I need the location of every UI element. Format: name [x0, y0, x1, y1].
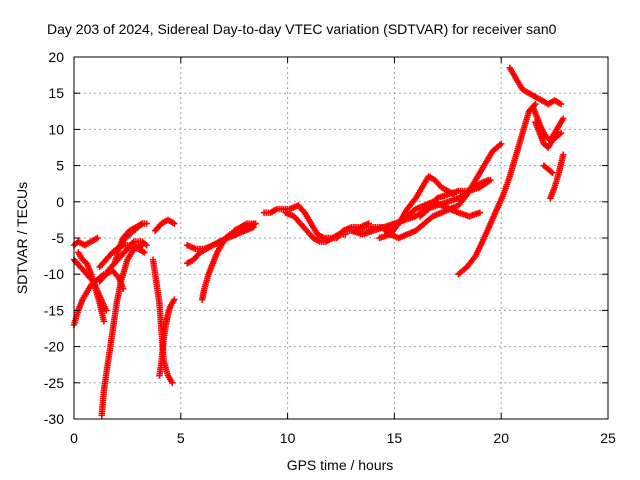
x-tick-label: 5: [177, 430, 185, 446]
series-arc-28: [540, 162, 556, 177]
series-arc-13: [151, 216, 178, 234]
data-point: [498, 140, 505, 148]
series-arc-27: [532, 118, 565, 151]
data-point: [549, 169, 556, 177]
series-arc-4: [75, 249, 108, 325]
data-point: [222, 234, 229, 242]
data-point: [169, 379, 176, 386]
series-arc-7: [98, 242, 146, 419]
series-arc-17: [231, 220, 257, 234]
y-tick-label: -25: [44, 375, 64, 391]
data-point: [141, 249, 148, 256]
x-axis-label: GPS time / hours: [286, 457, 394, 473]
y-tick-label: 15: [48, 85, 64, 101]
data-point: [559, 151, 567, 158]
y-tick-label: 10: [48, 121, 64, 137]
series-arc-3: [70, 271, 108, 329]
data-points: [70, 64, 567, 419]
series-arc-24: [455, 100, 539, 278]
data-point: [143, 220, 150, 227]
chart-title: Day 203 of 2024, Sidereal Day-to-day VTE…: [47, 21, 557, 37]
series-arc-16: [198, 234, 229, 303]
axis-ticks: 0 5 10 15 20 25 -30 -25 -20 -15 -10 -5 0 5 10 15 20: [44, 49, 616, 446]
data-point: [171, 220, 178, 227]
data-point: [476, 209, 484, 216]
series-arc-12: [156, 296, 178, 379]
series-arc-19: [282, 209, 349, 245]
y-tick-label: 0: [56, 194, 64, 210]
series-arc-25: [506, 64, 565, 108]
data-point: [557, 100, 565, 108]
grid-lines: [74, 57, 608, 419]
series-arc-11: [149, 256, 176, 386]
data-point: [485, 176, 492, 184]
data-point: [557, 129, 565, 137]
data-point: [559, 115, 567, 122]
data-point: [250, 220, 257, 227]
series-arc-18: [260, 202, 372, 242]
y-tick-label: -10: [44, 266, 64, 282]
series-arc-10: [117, 220, 150, 249]
x-tick-label: 0: [70, 430, 78, 446]
series-arc-1: [70, 234, 101, 249]
y-tick-label: -30: [44, 411, 64, 427]
data-point: [143, 242, 150, 249]
y-tick-label: 20: [48, 49, 64, 65]
data-point: [342, 231, 349, 238]
series-arc-30: [416, 176, 492, 220]
data-point: [171, 296, 178, 303]
x-tick-label: 25: [600, 430, 616, 446]
series-arc-29: [547, 151, 567, 202]
x-tick-label: 15: [387, 430, 403, 446]
data-point: [102, 307, 110, 314]
data-point: [532, 100, 539, 108]
series-arc-22: [376, 173, 458, 242]
y-tick-label: -5: [52, 230, 65, 246]
data-point: [94, 234, 101, 242]
x-tick-label: 20: [493, 430, 509, 446]
y-tick-label: 5: [56, 158, 64, 174]
data-point: [100, 318, 108, 325]
x-tick-label: 10: [280, 430, 296, 446]
y-tick-label: -15: [44, 302, 64, 318]
y-tick-label: -20: [44, 339, 64, 355]
